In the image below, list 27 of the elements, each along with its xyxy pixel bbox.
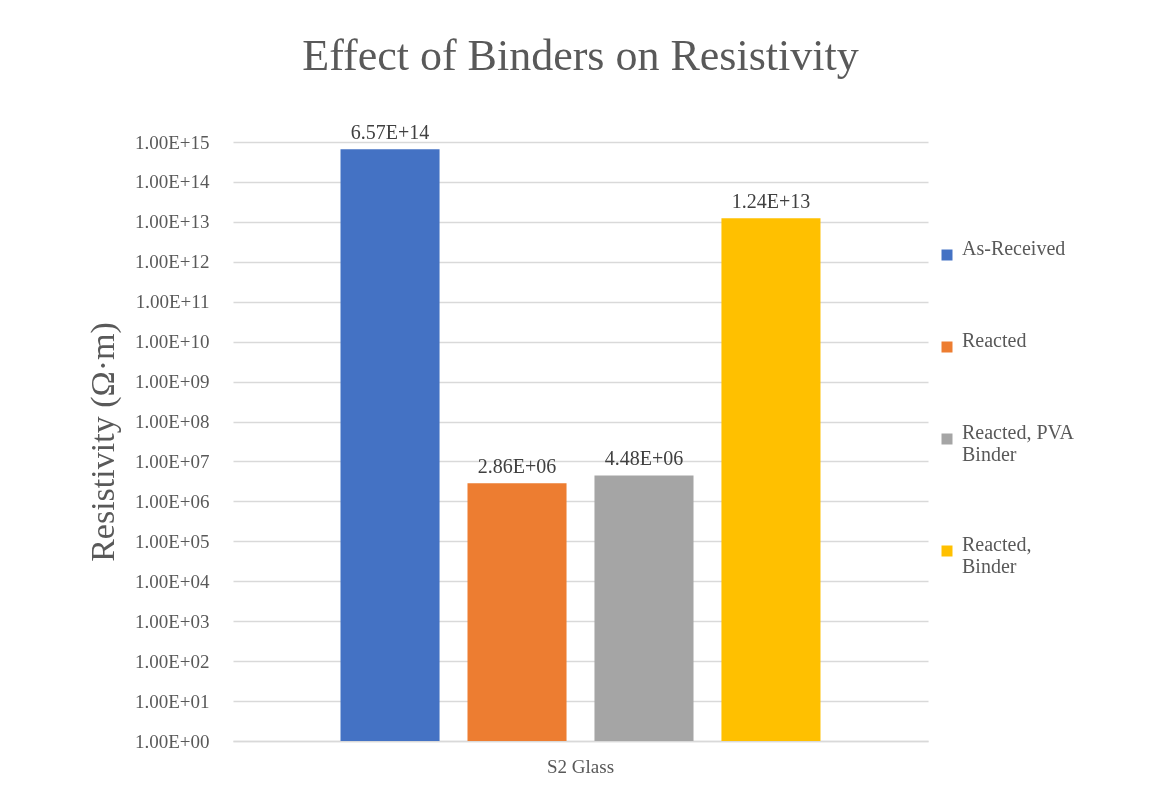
legend-label: Reacted (962, 329, 1027, 351)
y-tick-label: 1.00E+00 (134, 730, 210, 752)
y-tick-label: 1.00E+04 (134, 570, 210, 592)
data-label: 2.86E+06 (477, 455, 557, 478)
y-tick-label: 1.00E+08 (134, 411, 210, 433)
y-tick-label: 1.00E+11 (135, 291, 210, 313)
data-label: 6.57E+14 (350, 121, 430, 144)
legend-label: As-Received (962, 237, 1066, 259)
y-tick-label: 1.00E+01 (134, 690, 210, 712)
legend-label: Reacted, Binder (962, 533, 1032, 577)
y-tick-label: 1.00E+09 (134, 371, 210, 393)
y-tick-label: 1.00E+14 (134, 171, 210, 193)
y-tick-label: 1.00E+15 (134, 131, 210, 153)
y-tick-label: 1.00E+03 (134, 610, 210, 632)
y-tick-label: 1.00E+05 (134, 530, 210, 552)
y-tick-label: 1.00E+07 (134, 450, 210, 472)
y-axis-title: Resistivity (Ω·m) (83, 322, 122, 562)
y-tick-label: 1.00E+13 (134, 211, 210, 233)
y-tick-label: 1.00E+12 (134, 251, 210, 273)
y-tick-label: 1.00E+02 (134, 650, 210, 672)
data-label: 4.48E+06 (604, 447, 684, 470)
y-tick-label: 1.00E+10 (134, 331, 210, 353)
legend-label: Reacted, PVA Binder (962, 421, 1075, 465)
chart-title: Effect of Binders on Resistivity (302, 31, 859, 81)
y-tick-label: 1.00E+06 (134, 490, 210, 512)
data-label: 1.24E+13 (731, 190, 811, 213)
x-tick-label: S2 Glass (546, 755, 615, 777)
